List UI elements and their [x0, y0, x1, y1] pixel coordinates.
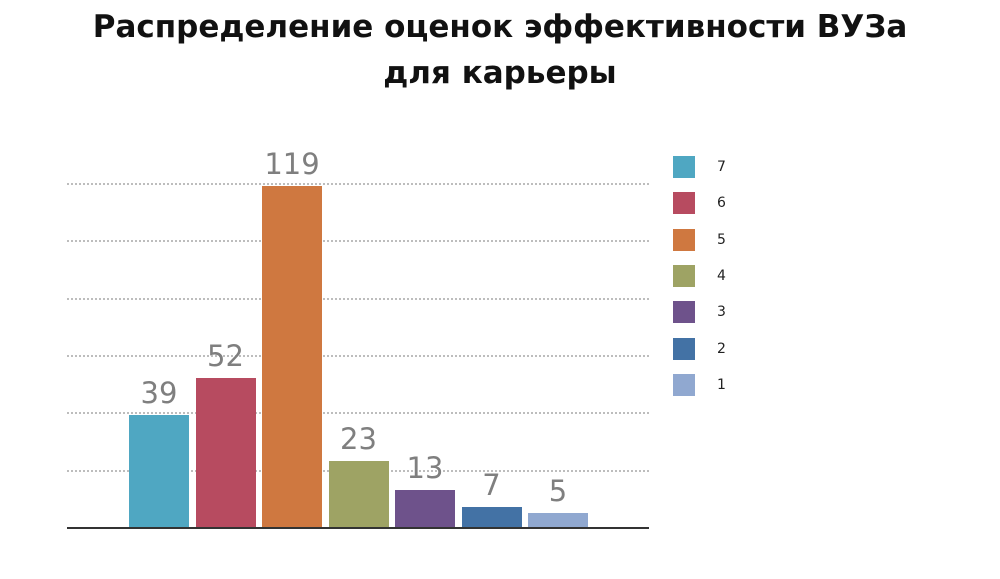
legend-label: 3 [717, 304, 726, 321]
legend-item-3: 3 [673, 301, 793, 324]
gridline [67, 412, 649, 415]
bar-value-label: 119 [264, 146, 320, 181]
bar-value-label: 13 [406, 450, 444, 485]
legend-swatch-icon [673, 228, 695, 251]
bar-value-label: 7 [482, 467, 501, 502]
x-axis-line [67, 527, 649, 529]
chart-title: Распределение оценок эффективности ВУЗа … [0, 4, 1000, 96]
legend-swatch-icon [673, 301, 695, 324]
legend-label: 2 [717, 340, 726, 357]
gridline [67, 297, 649, 300]
bar-4 [328, 461, 389, 527]
chart-title-line1: Распределение оценок эффективности ВУЗа [92, 9, 908, 45]
legend-label: 4 [717, 267, 726, 284]
chart-title-line2: для карьеры [383, 55, 617, 91]
legend-item-5: 5 [673, 228, 793, 251]
gridline [67, 182, 649, 185]
bar-value-label: 39 [140, 376, 178, 411]
bar-value-label: 23 [340, 422, 377, 457]
bar-value-label: 52 [207, 338, 244, 373]
legend-swatch-icon [673, 192, 695, 215]
legend-label: 5 [717, 231, 726, 248]
legend-item-4: 4 [673, 264, 793, 287]
plot-area: 39 52 119 23 13 7 5 [67, 140, 649, 529]
gridline [67, 240, 649, 243]
bar-3 [395, 489, 455, 527]
legend-item-6: 6 [673, 192, 793, 215]
bar-7 [129, 415, 189, 527]
bar-value-label: 5 [548, 473, 568, 508]
legend-label: 1 [717, 376, 726, 393]
legend-item-2: 2 [673, 337, 793, 360]
legend-swatch-icon [673, 264, 695, 287]
legend-label: 6 [717, 195, 726, 212]
legend-swatch-icon [673, 373, 695, 396]
bar-1 [528, 512, 588, 527]
legend-swatch-icon [673, 337, 695, 360]
gridline [67, 354, 649, 357]
bar-6 [195, 377, 256, 527]
legend-label: 7 [717, 159, 726, 175]
bar-2 [461, 506, 522, 527]
legend-item-1: 1 [673, 373, 793, 396]
legend-swatch-icon [673, 156, 695, 178]
bar-5 [262, 185, 322, 527]
legend-item-7: 7 [673, 156, 793, 178]
